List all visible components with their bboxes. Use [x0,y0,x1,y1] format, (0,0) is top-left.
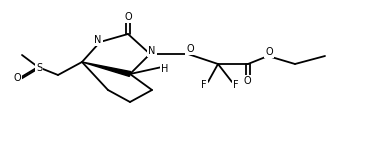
Polygon shape [82,62,131,76]
Text: O: O [124,12,132,22]
Text: O: O [243,76,251,86]
Text: O: O [265,47,273,57]
Text: S: S [36,63,42,73]
Text: F: F [233,80,239,90]
Text: N: N [94,35,102,45]
Text: O: O [13,73,21,83]
Text: H: H [161,64,169,74]
Text: F: F [201,80,207,90]
Text: O: O [186,44,194,54]
Text: N: N [148,46,156,56]
